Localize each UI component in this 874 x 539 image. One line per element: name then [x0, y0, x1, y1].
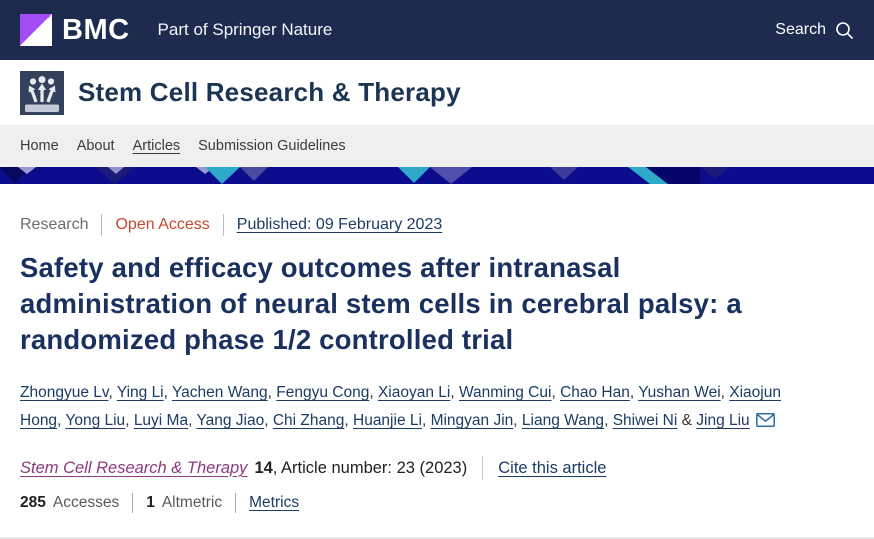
top-brand-bar: BMC Part of Springer Nature Search: [0, 0, 874, 60]
author-link[interactable]: Chao Han: [560, 384, 630, 402]
author-separator: ,: [513, 411, 522, 429]
author-link[interactable]: Zhongyue Lv: [20, 384, 109, 402]
divider: [222, 214, 224, 236]
divider: [132, 493, 134, 514]
author-separator: ,: [125, 411, 134, 429]
accesses-count: 285: [20, 494, 46, 512]
citation-volume: 14: [254, 458, 273, 477]
journal-nav: Home About Articles Submission Guidelines: [0, 125, 874, 167]
bmc-logo-mark-icon: [20, 14, 52, 46]
author-link[interactable]: Xiaojun Hong: [20, 384, 781, 429]
divider: [482, 456, 484, 481]
journal-title[interactable]: Stem Cell Research & Therapy: [78, 77, 461, 107]
citation-journal-link[interactable]: Stem Cell Research & Therapy: [20, 458, 248, 477]
author-separator: ,: [57, 411, 66, 429]
section-divider: [0, 537, 874, 539]
search-icon: [836, 21, 854, 39]
author-link[interactable]: Xiaoyan Li: [377, 384, 451, 402]
authors-list: Zhongyue Lv, Ying Li, Yachen Wang, Fengy…: [20, 379, 782, 434]
accesses-label: Accesses: [52, 494, 120, 512]
article-header-section: Research Open Access Published: 09 Febru…: [0, 214, 874, 514]
bmc-logo[interactable]: BMC: [20, 14, 130, 47]
author-link[interactable]: Jing Liu: [696, 411, 750, 429]
cite-this-article-link[interactable]: Cite this article: [498, 458, 607, 477]
divider: [101, 214, 103, 236]
divider: [235, 493, 237, 514]
author-link[interactable]: Yong Liu: [65, 411, 126, 429]
altmetric-count: 1: [146, 494, 155, 512]
author-link[interactable]: Mingyan Jin: [430, 411, 514, 429]
author-link[interactable]: Yushan Wei: [638, 384, 721, 402]
author-separator: ,: [108, 384, 117, 402]
author-separator: ,: [629, 384, 639, 402]
nav-item-articles[interactable]: Articles: [132, 138, 181, 154]
author-separator: ,: [267, 384, 277, 402]
metrics-link[interactable]: Metrics: [249, 494, 300, 512]
author-link[interactable]: Yachen Wang: [171, 384, 268, 402]
author-separator: ,: [720, 384, 730, 402]
author-link[interactable]: Chi Zhang: [272, 411, 345, 429]
journal-logo-icon[interactable]: [20, 70, 64, 115]
published-date-link[interactable]: Published: 09 February 2023: [236, 216, 443, 233]
author-separator: ,: [604, 411, 613, 429]
altmetric-label: Altmetric: [161, 494, 223, 512]
springer-nature-tagline: Part of Springer Nature: [157, 20, 333, 39]
author-separator: ,: [450, 384, 459, 402]
open-access-label: Open Access: [115, 216, 210, 233]
article-title: Safety and efficacy outcomes after intra…: [20, 252, 742, 355]
author-separator: ,: [551, 384, 561, 402]
journal-header: Stem Cell Research & Therapy: [0, 60, 874, 125]
nav-item-submission-guidelines[interactable]: Submission Guidelines: [198, 138, 346, 154]
author-link[interactable]: Shiwei Ni: [612, 411, 678, 429]
author-link[interactable]: Wanming Cui: [458, 384, 552, 402]
nav-item-home[interactable]: Home: [20, 138, 59, 154]
author-separator: ,: [188, 411, 197, 429]
bmc-logo-text: BMC: [62, 13, 130, 46]
author-separator: ,: [421, 411, 431, 429]
search-label: Search: [775, 21, 826, 38]
nav-item-about[interactable]: About: [76, 138, 115, 154]
author-separator: ,: [344, 411, 353, 429]
author-separator: ,: [163, 384, 172, 402]
author-link[interactable]: Fengyu Cong: [276, 384, 370, 402]
author-link[interactable]: Luyi Ma: [133, 411, 189, 429]
citation-article-number: , Article number: 23 (2023): [272, 458, 468, 477]
author-link[interactable]: Huanjie Li: [353, 411, 422, 429]
author-link[interactable]: Ying Li: [116, 384, 164, 402]
author-separator: ,: [369, 384, 378, 402]
author-link[interactable]: Liang Wang: [521, 411, 605, 429]
citation-row: Stem Cell Research & Therapy 14 , Articl…: [20, 456, 854, 481]
metrics-row: 285 Accesses 1 Altmetric Metrics: [20, 493, 854, 514]
article-meta-row: Research Open Access Published: 09 Febru…: [20, 214, 854, 236]
article-type-label: Research: [20, 216, 89, 233]
author-separator: ,: [264, 411, 273, 429]
decorative-banner: [0, 167, 874, 184]
email-corresponding-author-icon[interactable]: [755, 412, 775, 427]
author-separator: &: [677, 411, 697, 429]
search-button[interactable]: Search: [775, 21, 854, 40]
author-link[interactable]: Yang Jiao: [196, 411, 265, 429]
